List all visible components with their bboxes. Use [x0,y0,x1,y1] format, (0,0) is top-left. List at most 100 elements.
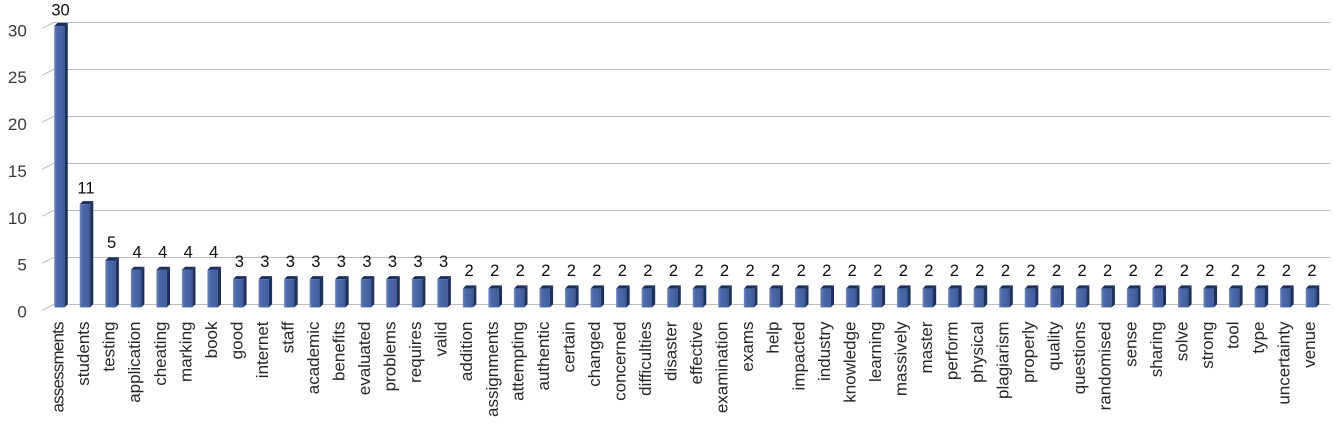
svg-text:authentic: authentic [534,321,553,390]
svg-text:2: 2 [950,262,959,280]
svg-text:2: 2 [924,262,933,280]
svg-text:cheating: cheating [151,322,170,386]
svg-text:internet: internet [253,321,272,378]
svg-text:addition: addition [457,322,476,382]
svg-text:4: 4 [133,243,142,261]
svg-text:sharing: sharing [1147,322,1166,378]
svg-text:2: 2 [1078,262,1087,280]
svg-text:attempting: attempting [508,322,527,401]
svg-text:2: 2 [822,262,831,280]
svg-text:tool: tool [1223,322,1242,349]
svg-text:2: 2 [516,262,525,280]
svg-text:2: 2 [975,262,984,280]
svg-text:certain: certain [559,322,578,373]
svg-text:properly: properly [1019,321,1038,383]
svg-text:3: 3 [439,253,448,271]
svg-text:5: 5 [107,234,116,252]
svg-text:15: 15 [8,162,27,181]
svg-text:30: 30 [51,1,69,19]
svg-text:3: 3 [388,253,397,271]
svg-text:10: 10 [8,209,27,228]
svg-text:30: 30 [8,21,27,40]
svg-text:uncertainty: uncertainty [1275,321,1294,405]
svg-text:4: 4 [184,243,193,261]
svg-text:2: 2 [1026,262,1035,280]
svg-text:2: 2 [797,262,806,280]
svg-text:2: 2 [1001,262,1010,280]
svg-text:2: 2 [1205,262,1214,280]
svg-text:2: 2 [1231,262,1240,280]
svg-text:benefits: benefits [330,322,349,382]
svg-text:assessments: assessments [49,322,68,413]
svg-text:master: master [917,321,936,373]
svg-text:2: 2 [1103,262,1112,280]
svg-text:4: 4 [158,243,167,261]
svg-text:marking: marking [176,322,195,382]
svg-text:2: 2 [618,262,627,280]
svg-text:strong: strong [1198,322,1217,369]
svg-text:quality: quality [1045,321,1064,371]
svg-text:massively: massively [891,321,910,396]
svg-text:2: 2 [1256,262,1265,280]
svg-text:students: students [74,322,93,386]
svg-text:type: type [1249,322,1268,354]
svg-text:2: 2 [669,262,678,280]
svg-text:difficulties: difficulties [636,322,655,396]
svg-text:2: 2 [592,262,601,280]
svg-text:20: 20 [8,115,27,134]
svg-text:evaluated: evaluated [355,322,374,396]
svg-text:venue: venue [1300,322,1319,368]
svg-text:exams: exams [738,322,757,372]
svg-text:valid: valid [432,322,451,357]
svg-text:0: 0 [17,303,26,322]
svg-text:plagiarism: plagiarism [994,322,1013,399]
svg-text:2: 2 [490,262,499,280]
svg-text:2: 2 [848,262,857,280]
svg-text:3: 3 [260,253,269,271]
svg-text:5: 5 [17,256,26,275]
svg-text:2: 2 [1052,262,1061,280]
svg-text:2: 2 [1307,262,1316,280]
svg-text:questions: questions [1070,322,1089,395]
svg-text:solve: solve [1172,322,1191,362]
svg-text:3: 3 [286,253,295,271]
svg-text:learning: learning [866,322,885,383]
svg-text:11: 11 [77,180,94,198]
svg-text:effective: effective [687,322,706,385]
svg-text:2: 2 [1282,262,1291,280]
svg-text:3: 3 [235,253,244,271]
svg-text:3: 3 [311,253,320,271]
svg-text:2: 2 [873,262,882,280]
svg-text:academic: academic [304,321,323,394]
svg-text:good: good [227,322,246,360]
svg-text:physical: physical [968,322,987,383]
svg-text:2: 2 [465,262,474,280]
svg-text:changed: changed [585,322,604,387]
svg-text:randomised: randomised [1096,322,1115,411]
svg-text:examination: examination [713,322,732,414]
svg-text:knowledge: knowledge [840,322,859,403]
svg-text:industry: industry [815,321,834,381]
svg-text:concerned: concerned [611,322,630,401]
svg-text:perform: perform [943,322,962,381]
svg-text:application: application [125,322,144,403]
svg-text:2: 2 [694,262,703,280]
svg-text:sense: sense [1121,322,1140,367]
svg-text:4: 4 [209,243,218,261]
svg-text:3: 3 [362,253,371,271]
svg-text:2: 2 [643,262,652,280]
svg-text:assignments: assignments [483,322,502,417]
svg-text:disaster: disaster [662,321,681,381]
svg-text:2: 2 [567,262,576,280]
svg-text:problems: problems [381,322,400,392]
svg-text:2: 2 [720,262,729,280]
svg-text:2: 2 [1180,262,1189,280]
svg-text:3: 3 [337,253,346,271]
svg-text:help: help [764,322,783,354]
svg-text:impacted: impacted [789,322,808,391]
svg-text:2: 2 [1154,262,1163,280]
svg-text:2: 2 [899,262,908,280]
svg-text:3: 3 [414,253,423,271]
svg-text:staff: staff [279,321,298,353]
svg-text:testing: testing [100,322,119,372]
